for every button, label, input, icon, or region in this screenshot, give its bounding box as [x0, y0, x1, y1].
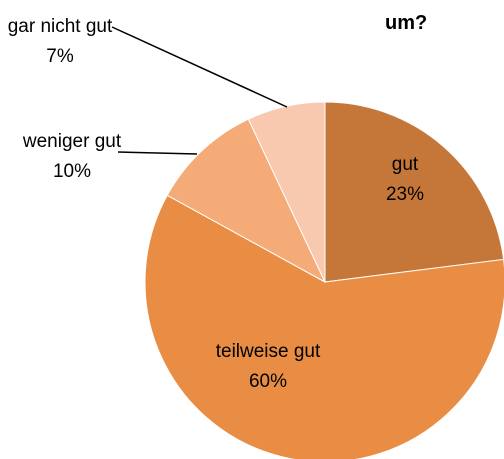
pie-slice [166, 118, 327, 284]
value-label: 7% [46, 46, 74, 67]
value-label: 23% [385, 184, 425, 205]
leader-line [117, 151, 198, 155]
data-label: gut 23% [375, 150, 435, 210]
leader-line [111, 26, 288, 108]
category-label: gut [391, 154, 419, 175]
category-label: teilweise gut [215, 341, 321, 362]
category-label: gar nicht gut [7, 16, 113, 37]
data-label: gar nicht gut 7% [5, 12, 115, 72]
data-label: weniger gut 10% [17, 127, 127, 187]
data-label: teilweise gut 60% [213, 337, 323, 397]
category-label: weniger gut [22, 131, 122, 152]
value-label: 10% [52, 161, 92, 182]
chart-title: um? [385, 12, 428, 34]
value-label: 60% [248, 371, 288, 392]
pie-slice [324, 101, 504, 283]
